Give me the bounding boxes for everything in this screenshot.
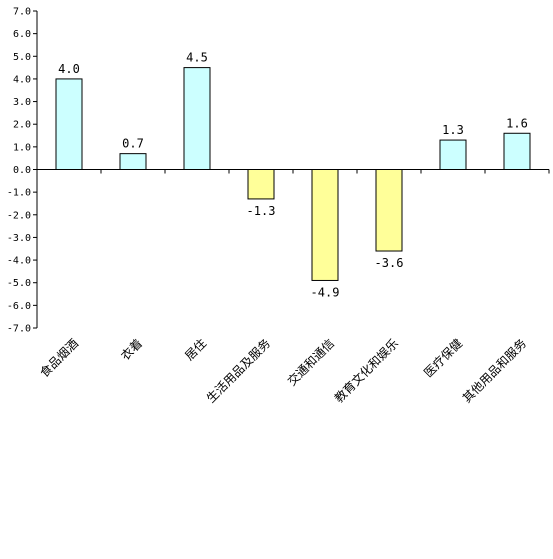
data-label-8: 1.6: [506, 116, 528, 130]
category-label-7: 医疗保健: [421, 336, 465, 380]
bar-3: [183, 67, 211, 170]
y-tick-label: 2.0: [13, 120, 31, 131]
data-label-2: 0.7: [122, 137, 144, 151]
y-tick-label: 7.0: [13, 7, 31, 18]
y-tick-label: 3.0: [13, 97, 31, 108]
data-label-3: 4.5: [186, 51, 208, 65]
data-label-1: 4.0: [58, 62, 80, 76]
data-labels: 4.0 0.7 4.5 -1.3 -4.9 -3.6 1.3 1.6: [58, 51, 528, 300]
bars: [55, 67, 531, 281]
y-tick-label: -7.0: [7, 324, 31, 335]
y-tick-label: 5.0: [13, 52, 31, 63]
data-label-7: 1.3: [442, 123, 464, 137]
y-tick-label: 0.0: [13, 165, 31, 176]
data-label-6: -3.6: [375, 256, 404, 270]
bar-6: [375, 169, 403, 252]
y-tick-label: 6.0: [13, 29, 31, 40]
data-label-5: -4.9: [311, 285, 340, 299]
bar-5: [311, 169, 339, 281]
category-label-4: 生活用品及服务: [203, 336, 273, 406]
bar-8: [503, 132, 531, 170]
x-axis: [36, 169, 550, 174]
y-tick-label: -6.0: [7, 301, 31, 312]
y-axis: 7.0 6.0 5.0 4.0 3.0 2.0 1.0 0.0 -1.0 -2.0 -3.0 -4.0…: [7, 7, 38, 335]
category-label-8: 其他用品和服务: [459, 336, 529, 406]
category-label-3: 居住: [182, 336, 209, 363]
y-tick-label: -5.0: [7, 278, 31, 289]
category-label-2: 衣着: [118, 336, 146, 364]
bar-7: [439, 139, 467, 170]
bar-4: [247, 169, 275, 200]
y-tick-label: 4.0: [13, 74, 31, 85]
y-tick-label: -1.0: [7, 188, 31, 199]
bar-1: [55, 78, 83, 170]
category-label-6: 教育文化和娱乐: [331, 336, 401, 406]
category-label-5: 交通和通信: [284, 336, 337, 389]
y-tick-label: -2.0: [7, 210, 31, 221]
data-label-4: -1.3: [247, 204, 276, 218]
y-tick-label: 1.0: [13, 142, 31, 153]
y-tick-label: -3.0: [7, 233, 31, 244]
category-label-1: 食品烟酒: [37, 336, 82, 381]
bar-2: [119, 153, 147, 170]
y-tick-label: -4.0: [7, 256, 31, 267]
